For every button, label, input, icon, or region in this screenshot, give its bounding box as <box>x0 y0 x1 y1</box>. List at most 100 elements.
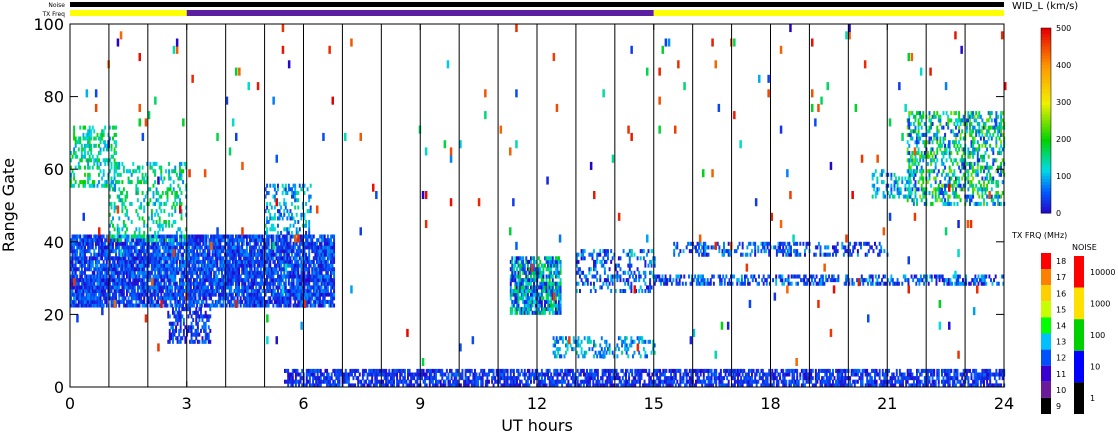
data-cell <box>127 278 130 283</box>
data-cell <box>175 194 178 199</box>
data-cell <box>189 328 192 333</box>
data-cell <box>287 376 290 381</box>
data-cell <box>456 368 459 373</box>
data-cell <box>185 267 188 272</box>
data-cell <box>102 252 105 257</box>
data-cell <box>77 234 80 239</box>
data-cell <box>80 143 83 148</box>
data-cell <box>775 383 778 388</box>
data-cell <box>685 368 688 373</box>
data-cell <box>152 267 155 272</box>
data-cell <box>180 296 183 301</box>
data-cell <box>88 299 91 304</box>
data-cell <box>113 165 116 170</box>
data-cell <box>161 245 164 250</box>
data-cell <box>239 234 242 239</box>
data-cell <box>325 267 328 272</box>
data-cell <box>305 281 308 286</box>
data-cell <box>266 299 269 304</box>
data-cell <box>300 292 303 297</box>
data-cell <box>93 180 96 185</box>
data-cell <box>832 368 834 373</box>
data-cell <box>316 379 319 384</box>
data-cell <box>211 303 214 308</box>
data-cell <box>163 296 166 301</box>
data-cell <box>272 183 275 188</box>
data-cell <box>278 296 281 301</box>
data-cell <box>810 379 813 384</box>
data-cell <box>228 259 231 264</box>
data-cell <box>163 270 166 275</box>
data-cell <box>96 132 99 137</box>
data-cell <box>216 267 219 272</box>
data-cell <box>210 256 213 261</box>
data-cell <box>110 234 113 239</box>
data-cell <box>168 220 171 225</box>
data-cell <box>674 372 677 377</box>
data-cell <box>158 296 161 301</box>
data-cell <box>84 270 86 275</box>
data-cell <box>179 285 181 290</box>
data-cell <box>277 216 279 221</box>
data-cell <box>96 252 99 257</box>
data-cell <box>205 252 208 257</box>
data-cell <box>102 259 105 264</box>
data-cell <box>224 267 227 272</box>
data-cell <box>297 249 300 254</box>
data-cell <box>609 379 612 384</box>
data-cell <box>144 303 147 308</box>
data-cell <box>169 267 172 272</box>
data-cell <box>643 368 646 373</box>
data-cell <box>146 241 149 246</box>
data-cell <box>228 234 231 239</box>
data-cell <box>107 292 110 297</box>
data-cell <box>312 303 315 308</box>
data-cell <box>488 372 490 377</box>
data-cell <box>71 285 74 290</box>
data-cell <box>143 256 146 261</box>
data-cell <box>738 383 741 388</box>
data-cell <box>264 223 267 228</box>
data-cell <box>228 252 231 257</box>
data-cell <box>252 285 255 290</box>
data-cell <box>270 238 273 243</box>
data-cell <box>122 278 125 283</box>
data-cell <box>70 259 72 264</box>
data-cell <box>80 263 83 268</box>
data-cell <box>306 299 309 304</box>
data-cell <box>737 376 739 381</box>
data-cell <box>99 296 102 301</box>
data-cell <box>301 278 304 283</box>
data-cell <box>281 245 284 250</box>
data-cell <box>101 281 104 286</box>
data-cell <box>269 252 272 257</box>
data-cell <box>152 161 155 166</box>
data-cell <box>673 379 676 384</box>
data-cell <box>383 368 386 373</box>
data-cell <box>312 285 315 290</box>
data-cell <box>470 368 473 373</box>
data-cell <box>149 227 152 232</box>
data-cell <box>325 278 328 283</box>
data-cell <box>71 274 74 279</box>
data-cell <box>236 285 239 290</box>
data-cell <box>124 238 127 243</box>
data-cell <box>91 299 94 304</box>
data-cell <box>278 256 281 261</box>
data-cell <box>596 379 599 384</box>
data-cell <box>277 209 279 214</box>
data-cell <box>132 281 135 286</box>
data-cell <box>690 368 693 373</box>
data-cell <box>188 259 191 264</box>
data-cell <box>681 376 683 381</box>
data-cell <box>84 136 86 141</box>
data-cell <box>425 372 428 377</box>
data-cell <box>129 201 132 206</box>
data-cell <box>74 289 77 294</box>
data-cell <box>204 310 207 315</box>
data-cell <box>189 285 192 290</box>
data-cell <box>835 383 838 388</box>
data-cell <box>523 372 526 377</box>
data-cell <box>224 263 227 268</box>
data-cell <box>280 241 283 246</box>
